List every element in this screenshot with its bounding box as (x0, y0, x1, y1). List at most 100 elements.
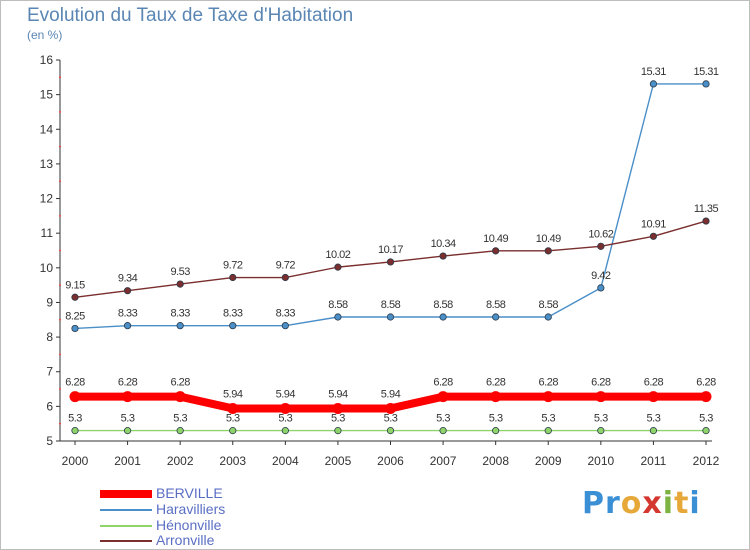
legend-label-haravilliers: Haravilliers (156, 501, 226, 517)
data-point (71, 427, 79, 435)
data-point (281, 322, 289, 330)
data-point (281, 273, 289, 282)
data-label: 5.3 (541, 413, 555, 425)
data-point (597, 242, 605, 250)
data-label: 5.3 (121, 413, 135, 425)
data-label: 8.58 (486, 299, 506, 311)
data-label: 11.35 (694, 203, 719, 215)
y-tick-label: 15 (40, 88, 54, 102)
x-tick-label: 2012 (693, 454, 720, 468)
data-point (490, 391, 502, 403)
data-point (332, 402, 344, 414)
data-label: 15.31 (693, 66, 718, 78)
y-tick-label: 7 (46, 365, 53, 379)
logo-letter: o (620, 486, 643, 521)
data-label: 10.91 (641, 218, 666, 230)
data-label: 6.28 (591, 377, 611, 389)
data-point (334, 263, 342, 271)
data-point (544, 427, 552, 435)
data-point (386, 313, 395, 321)
data-label: 8.58 (328, 299, 348, 311)
data-point (702, 80, 710, 88)
data-label: 5.3 (278, 413, 292, 425)
data-label: 5.94 (223, 388, 243, 400)
data-point (647, 391, 659, 403)
legend-swatch-berville (100, 490, 152, 498)
data-label: 6.28 (644, 377, 664, 389)
y-minor-dot (59, 249, 61, 252)
data-point (229, 322, 237, 330)
legend-swatch-henonville (100, 525, 152, 527)
data-point (439, 427, 447, 435)
x-tick-label: 2002 (167, 454, 194, 468)
y-minor-dot (59, 76, 61, 79)
x-tick-label: 2011 (641, 454, 667, 468)
data-point (229, 427, 237, 435)
data-point (439, 252, 447, 260)
legend-label-arronville: Arronville (156, 532, 215, 548)
data-label: 5.3 (436, 413, 450, 425)
y-minor-dot (59, 388, 61, 390)
y-minor-dot (59, 180, 61, 183)
x-tick-label: 2010 (587, 454, 614, 468)
data-label: 8.58 (539, 299, 559, 311)
data-point (279, 402, 291, 414)
x-tick-label: 2000 (62, 454, 89, 468)
data-label: 5.94 (328, 388, 348, 400)
data-label: 9.34 (118, 273, 138, 285)
data-label: 6.28 (486, 377, 506, 389)
data-label: 5.3 (489, 413, 503, 425)
x-tick-label: 2004 (272, 454, 299, 468)
data-point (702, 217, 710, 225)
data-label: 8.33 (170, 308, 190, 320)
data-label: 9.72 (276, 260, 296, 272)
data-label: 8.58 (433, 299, 453, 311)
logo-letter: t (674, 486, 690, 521)
data-point (544, 313, 552, 321)
data-point (492, 313, 500, 321)
data-label: 10.17 (378, 244, 403, 256)
proxiti-logo: Proxiti (582, 486, 701, 521)
y-minor-dot (59, 111, 61, 113)
data-point (649, 427, 658, 435)
x-tick-label: 2007 (430, 454, 457, 468)
data-label: 5.3 (173, 413, 187, 425)
y-tick-label: 8 (46, 330, 53, 344)
data-label: 6.28 (118, 377, 138, 389)
legend-label-henonville: Hénonville (156, 517, 222, 533)
x-tick-label: 2005 (325, 454, 352, 468)
data-label: 9.53 (170, 266, 190, 278)
y-tick-label: 12 (40, 192, 54, 206)
legend-swatch-arronville (100, 540, 152, 542)
data-label: 5.94 (276, 388, 296, 400)
data-label: 8.58 (381, 299, 401, 311)
data-point (122, 391, 134, 403)
y-tick-label: 6 (46, 399, 53, 413)
data-point (176, 322, 184, 330)
y-tick-label: 9 (46, 295, 53, 309)
data-label: 5.3 (331, 413, 345, 425)
y-tick-label: 5 (46, 434, 53, 448)
data-label: 6.28 (696, 377, 716, 389)
data-point (123, 287, 132, 295)
data-point (700, 391, 712, 403)
y-tick-label: 14 (40, 122, 54, 136)
chart-title: Evolution du Taux de Taxe d'Habitation (27, 5, 354, 26)
legend-swatch-haravilliers (100, 509, 152, 511)
x-tick-label: 2009 (535, 454, 562, 468)
y-tick-label: 10 (40, 261, 54, 275)
y-minor-dot (59, 318, 61, 321)
data-point (649, 80, 658, 88)
data-label: 5.3 (594, 413, 608, 425)
legend-label-berville: BERVILLE (156, 485, 223, 501)
series-line-haravilliers (74, 83, 707, 330)
data-point (597, 284, 605, 292)
data-label: 9.15 (65, 279, 85, 291)
logo-letter: i (689, 486, 701, 521)
data-point (227, 402, 239, 414)
data-point (176, 280, 184, 288)
data-label: 6.28 (539, 377, 559, 389)
y-tick-label: 13 (40, 157, 54, 171)
